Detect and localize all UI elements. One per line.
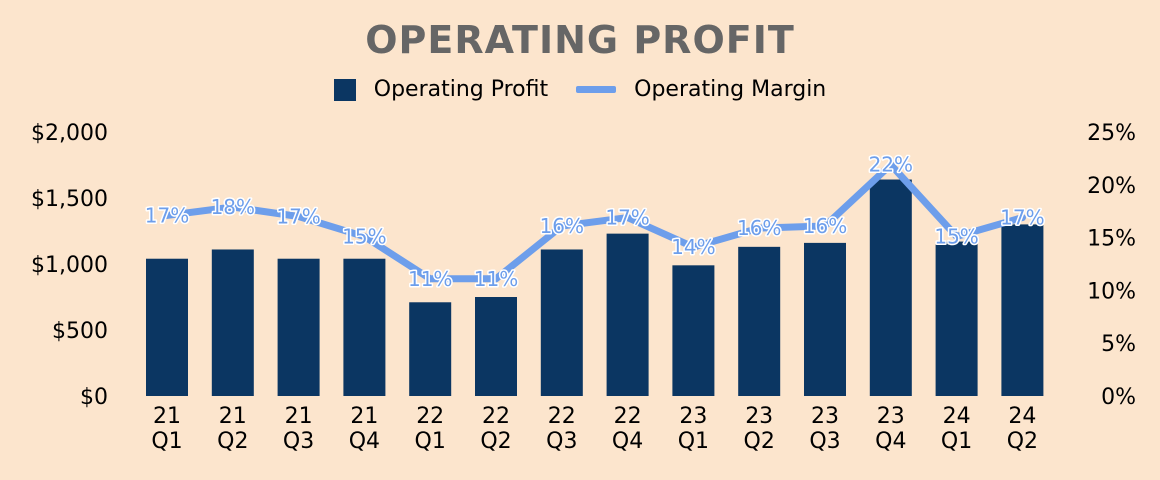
bar-operating-profit — [540, 249, 583, 396]
bar-operating-profit — [869, 179, 912, 396]
legend-item-operating-profit: Operating Profit — [333, 77, 549, 102]
data-label-operating-margin: 16% — [737, 216, 781, 240]
legend-swatch-operating-profit — [333, 78, 356, 101]
x-axis-tick-label-quarter: Q1 — [941, 429, 972, 454]
right-axis-tick-label: 25% — [1087, 121, 1136, 146]
x-axis-tick-label-year: 23 — [811, 404, 839, 429]
x-axis-tick-label-year: 21 — [153, 404, 181, 429]
bar-operating-profit — [1001, 224, 1044, 396]
x-axis-tick-label-quarter: Q3 — [809, 429, 840, 454]
point-operating-margin — [821, 222, 829, 230]
x-axis-tick-label-quarter: Q4 — [349, 429, 380, 454]
bar-operating-profit — [804, 242, 846, 396]
data-label-operating-margin: 14% — [671, 235, 715, 259]
chart-title: OPERATING PROFIT — [365, 18, 795, 62]
x-axis-tick-label-quarter: Q3 — [546, 429, 577, 454]
left-axis-tick-label: $1,500 — [31, 187, 108, 212]
point-operating-margin — [624, 214, 632, 222]
point-operating-margin — [953, 233, 961, 241]
x-axis-tick-label-quarter: Q1 — [678, 429, 709, 454]
x-axis-tick-label-quarter: Q4 — [875, 429, 906, 454]
bar-operating-profit — [672, 265, 715, 396]
point-operating-margin — [163, 211, 171, 219]
x-axis-tick-label-year: 22 — [614, 404, 642, 429]
data-label-operating-margin: 17% — [145, 203, 189, 227]
data-label-operating-margin: 16% — [540, 214, 584, 238]
bar-operating-profit — [738, 246, 781, 396]
x-axis-tick-label-year: 22 — [548, 404, 576, 429]
x-axis-tick-label-quarter: Q3 — [283, 429, 314, 454]
data-label-operating-margin: 17% — [605, 206, 649, 230]
legend-label-operating-margin: Operating Margin — [634, 77, 827, 102]
data-label-operating-margin: 22% — [869, 153, 913, 177]
data-label-operating-margin: 15% — [934, 225, 978, 249]
bar-operating-profit — [606, 233, 649, 396]
point-operating-margin — [229, 203, 237, 211]
legend: Operating Profit Operating Margin — [0, 77, 1160, 102]
left-axis-tick-label: $2,000 — [31, 121, 108, 146]
data-label-operating-margin: 11% — [474, 267, 518, 291]
x-axis-tick-label-year: 21 — [219, 404, 247, 429]
point-operating-margin — [360, 233, 368, 241]
x-axis-tick-label-quarter: Q1 — [151, 429, 182, 454]
data-label-operating-margin: 17% — [276, 204, 320, 228]
right-axis-tick-label: 15% — [1087, 227, 1136, 252]
x-axis-tick-label-quarter: Q2 — [480, 429, 511, 454]
point-operating-margin — [426, 275, 434, 283]
right-axis-tick-label: 5% — [1101, 332, 1136, 357]
data-label-operating-margin: 11% — [408, 267, 452, 291]
right-axis-tick-label: 20% — [1087, 174, 1136, 199]
x-axis-tick-label-year: 22 — [482, 404, 510, 429]
data-label-operating-margin: 15% — [342, 225, 386, 249]
x-axis-tick-label-quarter: Q2 — [217, 429, 248, 454]
bar-operating-profit — [146, 258, 188, 396]
bar-operating-profit — [277, 258, 320, 396]
x-axis-tick-label-year: 21 — [350, 404, 378, 429]
data-label-operating-margin: 18% — [211, 195, 255, 219]
line-operating-margin — [163, 161, 1026, 283]
x-axis-tick-label-quarter: Q2 — [744, 429, 775, 454]
point-operating-margin — [689, 243, 697, 251]
bar-operating-profit — [343, 258, 386, 396]
x-axis-tick-label-year: 22 — [416, 404, 444, 429]
bar-operating-profit — [475, 297, 517, 396]
x-axis-tick-label-year: 23 — [745, 404, 773, 429]
bar-operating-profit — [211, 249, 254, 396]
x-axis-tick-label-year: 21 — [285, 404, 313, 429]
point-operating-margin — [887, 161, 895, 169]
x-axis-tick-label-year: 24 — [1008, 404, 1036, 429]
x-axis-tick-label-quarter: Q4 — [612, 429, 643, 454]
bar-operating-profit — [935, 241, 978, 396]
legend-label-operating-profit: Operating Profit — [373, 77, 549, 102]
x-axis-tick-label-year: 24 — [943, 404, 971, 429]
point-operating-margin — [558, 222, 566, 230]
left-axis-tick-label: $500 — [52, 319, 108, 344]
point-operating-margin — [492, 275, 500, 283]
left-axis-tick-label: $0 — [80, 385, 108, 410]
x-axis-tick-label-quarter: Q2 — [1007, 429, 1038, 454]
x-axis-tick-label-year: 23 — [679, 404, 707, 429]
bar-operating-profit — [409, 302, 452, 396]
right-axis-tick-label: 0% — [1101, 385, 1136, 410]
x-axis-tick-label-year: 23 — [877, 404, 905, 429]
legend-swatch-operating-margin — [576, 86, 617, 93]
data-label-operating-margin: 16% — [803, 214, 847, 238]
right-axis-tick-label: 10% — [1087, 279, 1136, 304]
x-axis-tick-label-quarter: Q1 — [415, 429, 446, 454]
point-operating-margin — [1018, 214, 1026, 222]
legend-item-operating-margin: Operating Margin — [576, 77, 826, 102]
point-operating-margin — [295, 212, 303, 220]
point-operating-margin — [755, 224, 763, 232]
left-axis-tick-label: $1,000 — [31, 253, 108, 278]
data-label-operating-margin: 17% — [1000, 206, 1044, 230]
